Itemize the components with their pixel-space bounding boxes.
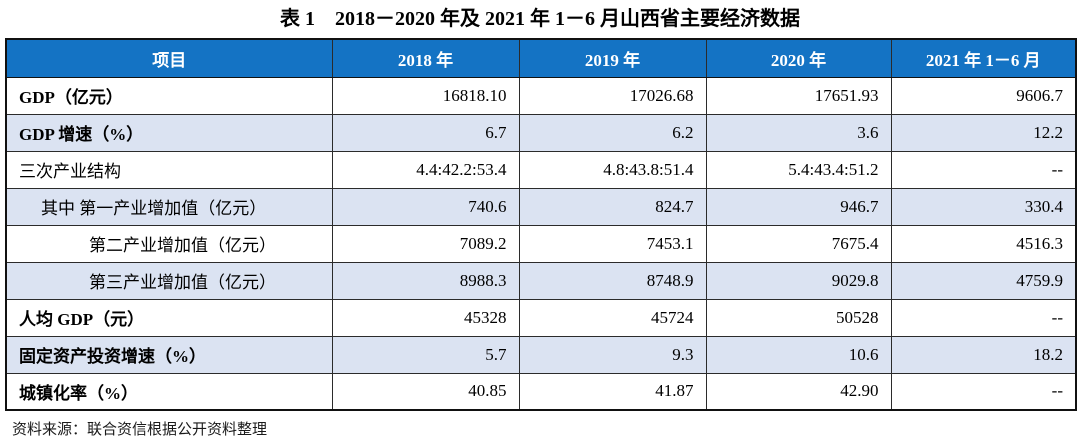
row-value: 4.8:43.8:51.4 (518, 150, 707, 189)
column-header-2020: 2020 年 (705, 38, 892, 78)
table-body: GDP（亿元） 16818.10 17026.68 17651.93 9606.7 GDP… (5, 76, 1077, 411)
row-value: 45724 (518, 298, 707, 337)
header-row: 项目 2018 年 2019 年 2020 年 2021 年 1－6 月 (5, 38, 1077, 78)
row-value: 50528 (705, 298, 892, 337)
row-value: 6.7 (331, 113, 520, 152)
column-header-2018: 2018 年 (331, 38, 520, 78)
row-value: 9.3 (518, 335, 707, 374)
table-row: 城镇化率（%） 40.85 41.87 42.90 -- (5, 372, 1077, 411)
table-row: 人均 GDP（元） 45328 45724 50528 -- (5, 298, 1077, 337)
row-value: 10.6 (705, 335, 892, 374)
row-value: 40.85 (331, 372, 520, 411)
row-value: 17026.68 (518, 76, 707, 115)
row-value: 9029.8 (705, 261, 892, 300)
row-label: 城镇化率（%） (5, 372, 333, 411)
row-value: 7089.2 (331, 224, 520, 263)
row-value: 41.87 (518, 372, 707, 411)
table-row: 固定资产投资增速（%） 5.7 9.3 10.6 18.2 (5, 335, 1077, 374)
row-value: 7453.1 (518, 224, 707, 263)
row-value: 5.7 (331, 335, 520, 374)
row-value: 42.90 (705, 372, 892, 411)
table-title: 表 1 2018－2020 年及 2021 年 1－6 月山西省主要经济数据 (280, 8, 800, 30)
row-value: 6.2 (518, 113, 707, 152)
row-value: 17651.93 (705, 76, 892, 115)
row-value: 8748.9 (518, 261, 707, 300)
row-value: 16818.10 (331, 76, 520, 115)
row-label: 三次产业结构 (5, 150, 333, 189)
row-value: -- (890, 298, 1077, 337)
column-header-item: 项目 (5, 38, 333, 78)
column-header-2019: 2019 年 (518, 38, 707, 78)
row-value: 45328 (331, 298, 520, 337)
row-value: 3.6 (705, 113, 892, 152)
row-value: 330.4 (890, 187, 1077, 226)
row-value: 18.2 (890, 335, 1077, 374)
row-value: 7675.4 (705, 224, 892, 263)
row-label: 第三产业增加值（亿元） (5, 261, 333, 300)
row-value: 946.7 (705, 187, 892, 226)
row-label: GDP 增速（%） (5, 113, 333, 152)
row-label: 固定资产投资增速（%） (5, 335, 333, 374)
table-row: 第三产业增加值（亿元） 8988.3 8748.9 9029.8 4759.9 (5, 261, 1077, 300)
row-label: 其中 第一产业增加值（亿元） (5, 187, 333, 226)
row-label: GDP（亿元） (5, 76, 333, 115)
row-value: 4759.9 (890, 261, 1077, 300)
row-value: 8988.3 (331, 261, 520, 300)
table-row: GDP（亿元） 16818.10 17026.68 17651.93 9606.7 (5, 76, 1077, 115)
row-value: -- (890, 372, 1077, 411)
row-value: -- (890, 150, 1077, 189)
table-row: GDP 增速（%） 6.7 6.2 3.6 12.2 (5, 113, 1077, 152)
row-value: 9606.7 (890, 76, 1077, 115)
row-value: 4516.3 (890, 224, 1077, 263)
column-header-2021-h1: 2021 年 1－6 月 (890, 38, 1077, 78)
row-label: 人均 GDP（元） (5, 298, 333, 337)
row-value: 12.2 (890, 113, 1077, 152)
table-row: 三次产业结构 4.4:42.2:53.4 4.8:43.8:51.4 5.4:43.4… (5, 150, 1077, 189)
row-value: 740.6 (331, 187, 520, 226)
source-note: 资料来源：联合资信根据公开资料整理 (12, 422, 268, 438)
table-row: 其中 第一产业增加值（亿元） 740.6 824.7 946.7 330.4 (5, 187, 1077, 226)
economic-data-table: 项目 2018 年 2019 年 2020 年 2021 年 1－6 月 GDP… (5, 38, 1077, 411)
row-value: 824.7 (518, 187, 707, 226)
row-value: 5.4:43.4:51.2 (705, 150, 892, 189)
row-label: 第二产业增加值（亿元） (5, 224, 333, 263)
table-row: 第二产业增加值（亿元） 7089.2 7453.1 7675.4 4516.3 (5, 224, 1077, 263)
row-value: 4.4:42.2:53.4 (331, 150, 520, 189)
